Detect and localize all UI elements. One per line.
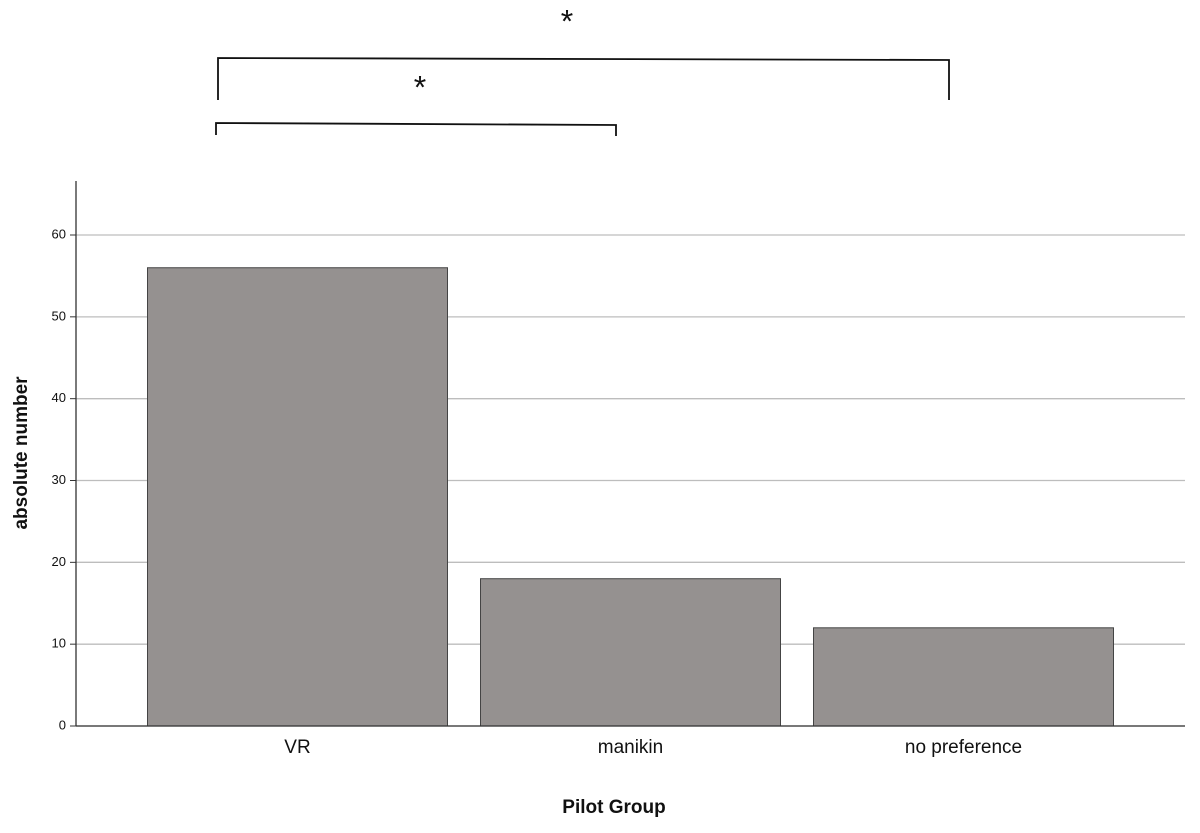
y-tick-label: 50 <box>52 308 66 323</box>
y-tick-label: 60 <box>52 226 66 241</box>
bar <box>480 578 781 727</box>
y-axis-label: absolute number <box>11 376 32 530</box>
significance-bracket <box>215 122 617 136</box>
x-tick-label: manikin <box>598 737 663 758</box>
y-tick-label: 20 <box>52 554 66 569</box>
y-tick-label: 40 <box>52 390 66 405</box>
bar <box>147 267 448 727</box>
x-axis-label: Pilot Group <box>562 797 665 818</box>
x-tick-label: VR <box>284 737 310 758</box>
y-tick-label: 10 <box>52 636 66 651</box>
bar <box>813 627 1114 727</box>
y-tick-label: 0 <box>59 717 66 732</box>
significance-label: * <box>414 69 426 105</box>
y-tick-label: 30 <box>52 472 66 487</box>
x-tick-label: no preference <box>905 737 1022 758</box>
significance-label: * <box>561 3 573 39</box>
significance-bracket <box>217 57 950 100</box>
